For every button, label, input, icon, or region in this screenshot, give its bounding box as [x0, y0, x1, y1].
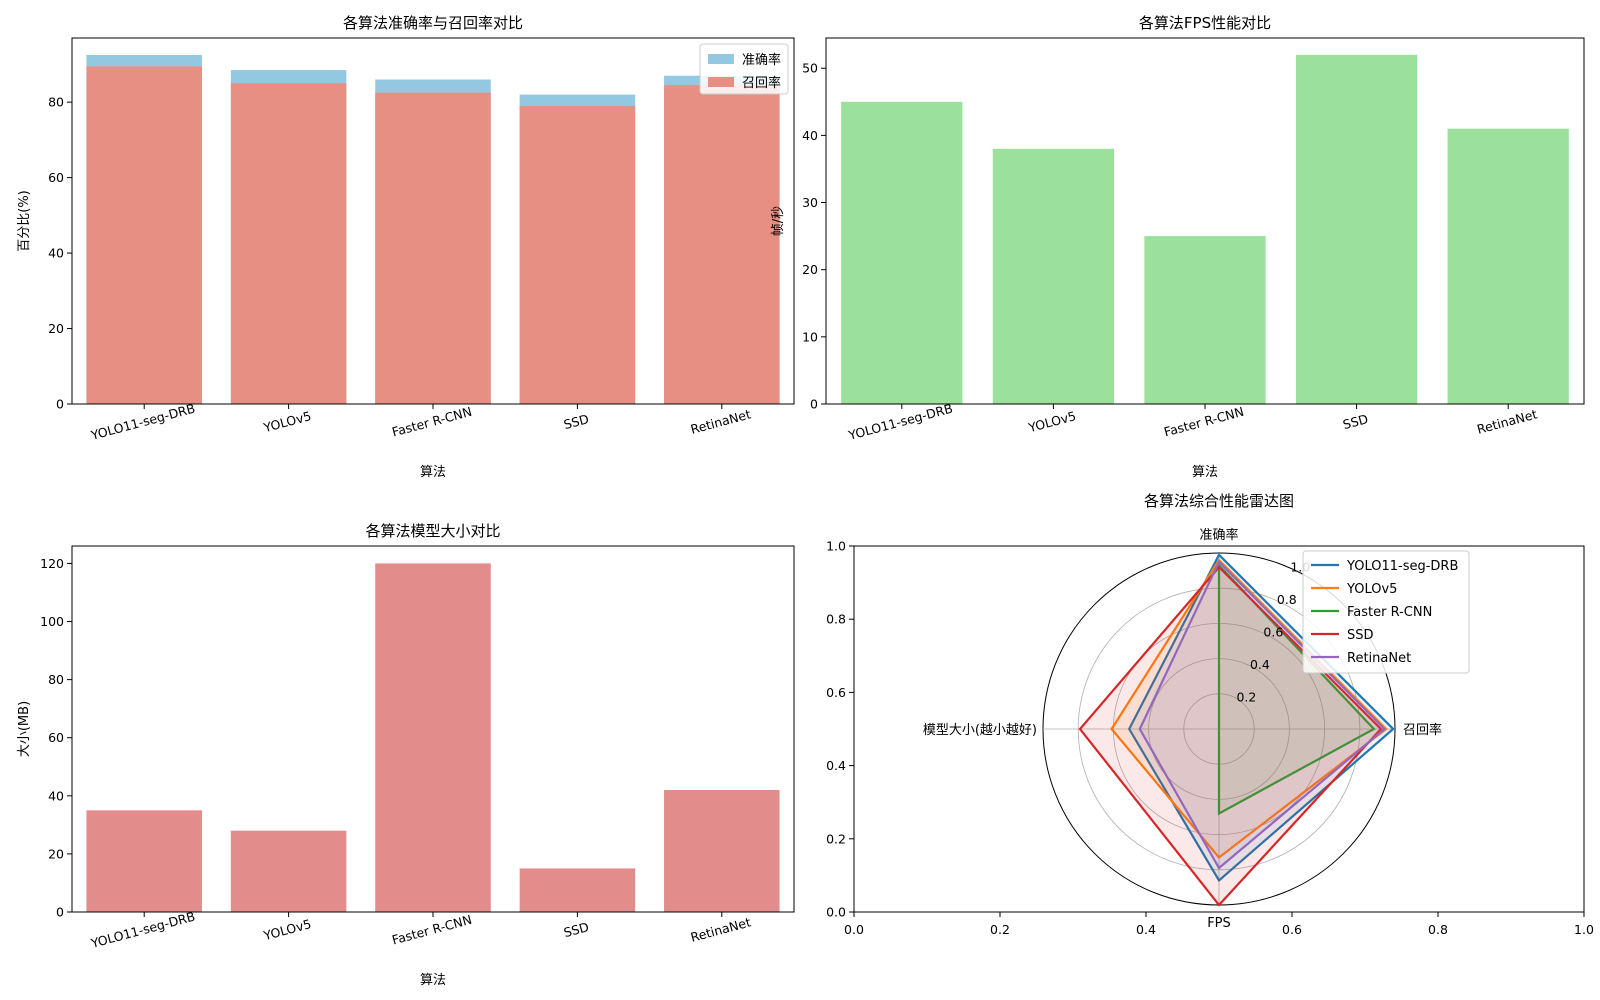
size-ytick-label: 100	[40, 614, 64, 629]
acc_recall-xtick-label: YOLOv5	[261, 408, 313, 435]
radar-legend-label-4: RetinaNet	[1347, 651, 1411, 666]
acc_recall-ytick-label: 40	[48, 246, 64, 261]
radar-frame	[853, 545, 1585, 913]
fps-title: 各算法FPS性能对比	[1139, 14, 1271, 32]
size-ytick-label: 40	[48, 788, 64, 803]
acc_recall-bar-1-0	[86, 66, 202, 405]
radar-frame-ytick-label: 0.6	[826, 685, 846, 700]
acc_recall-ytick-label: 80	[48, 95, 64, 110]
size-xtick-label: SSD	[562, 919, 591, 940]
acc_recall-ylabel: 百分比(%)	[17, 190, 32, 252]
radar-frame-xtick-label: 0.8	[1428, 922, 1448, 937]
fps-xtick-label: SSD	[1341, 411, 1370, 432]
size-xtick-label: RetinaNet	[689, 914, 753, 944]
fps-bar-0-2	[1144, 236, 1266, 404]
radar-chart: 0.0 0.0 0.2 0.2 0.4 0.4 0.6 0.6 0.8 0.8 1.0 1.0 各算法综…	[826, 492, 1594, 937]
radar-rtick-label: 0.2	[1236, 689, 1256, 704]
radar-legend-label-1: YOLOv5	[1346, 582, 1397, 597]
size-xtick-label: YOLO11-seg-DRB	[88, 909, 196, 951]
radar-legend-label-2: Faster R-CNN	[1347, 605, 1432, 620]
radar-frame-xtick-label: 1.0	[1574, 922, 1594, 937]
acc_recall-ytick-label: 0	[56, 397, 64, 412]
size-bar-0-0	[86, 810, 202, 912]
radar-frame-ytick-label: 0.8	[826, 612, 846, 627]
radar-frame-ytick-label: 0.2	[826, 831, 846, 846]
fps-xtick-label: Faster R-CNN	[1162, 404, 1245, 440]
acc_recall-legend-label-0: 准确率	[742, 52, 781, 68]
radar-axis-label-0: 准确率	[1199, 527, 1238, 543]
fps-xlabel: 算法	[1192, 465, 1218, 480]
size-bar-0-1	[230, 830, 347, 912]
acc_recall-xtick-label: Faster R-CNN	[390, 404, 473, 440]
fps-ytick-label: 10	[802, 329, 818, 344]
fps-bar-0-1	[992, 148, 1115, 404]
size-xtick-label: YOLOv5	[261, 916, 313, 943]
size-ytick-label: 20	[48, 846, 64, 861]
fps-xtick-label: YOLOv5	[1026, 408, 1078, 435]
acc_recall-xtick-label: YOLO11-seg-DRB	[88, 401, 196, 443]
radar-series-2	[1217, 562, 1376, 816]
size-ytick-label: 120	[40, 556, 64, 571]
size-title: 各算法模型大小对比	[365, 522, 500, 540]
fps-ytick-label: 0	[810, 397, 818, 412]
fps-xtick-label: RetinaNet	[1475, 406, 1539, 436]
radar-axis-label-1: 召回率	[1403, 722, 1442, 738]
size-xtick-label: Faster R-CNN	[390, 912, 473, 948]
radar-legend-label-0: YOLO11-seg-DRB	[1346, 559, 1458, 574]
acc_recall-bar-1-1	[230, 83, 347, 404]
acc_recall-bar-1-3	[519, 105, 636, 404]
acc_recall-bar-1-4	[664, 85, 780, 404]
size-ytick-label: 60	[48, 730, 64, 745]
radar-series-3	[1078, 565, 1383, 907]
fps-ylabel: 帧/秒	[771, 206, 786, 236]
acc_recall-xtick-label: SSD	[562, 411, 591, 432]
radar-frame-ytick-label: 0.0	[826, 905, 846, 920]
fps-bar-0-0	[841, 101, 963, 405]
size-ytick-label: 80	[48, 672, 64, 687]
size-xlabel: 算法	[420, 973, 446, 988]
fps-xtick-label: YOLO11-seg-DRB	[846, 401, 954, 443]
radar-frame-ytick-label: 0.4	[826, 758, 846, 773]
size-bar-0-4	[664, 790, 780, 912]
radar-legend-label-3: SSD	[1347, 628, 1374, 643]
radar-frame-ytick-label: 1.0	[826, 539, 846, 554]
acc_recall-chart: 各算法准确率与召回率对比 0 20 40 60 80 YOLO11-seg-DRB YOLOv…	[17, 14, 795, 480]
fps-ytick-label: 30	[802, 195, 818, 210]
acc_recall-bar-1-2	[375, 92, 491, 405]
radar-axis-label-3: 模型大小(越小越好)	[923, 723, 1037, 738]
acc_recall-legend-label-1: 召回率	[742, 75, 781, 91]
acc_recall-xtick-label: RetinaNet	[689, 406, 753, 436]
fps-bar-0-3	[1295, 54, 1418, 404]
acc_recall-ytick-label: 20	[48, 321, 64, 336]
size-ylabel: 大小(MB)	[17, 701, 32, 757]
radar-rtick-label: 0.4	[1250, 657, 1270, 672]
radar-title: 各算法综合性能雷达图	[1144, 492, 1294, 510]
acc_recall-legend-swatch-0	[708, 54, 734, 64]
radar-frame-xtick-label: 0.4	[1136, 922, 1156, 937]
acc_recall-title: 各算法准确率与召回率对比	[343, 14, 523, 32]
radar-frame-xtick-label: 0.6	[1282, 922, 1302, 937]
fps-ytick-label: 50	[802, 61, 818, 76]
size-chart: 各算法模型大小对比 0 20 40 60 80 100 120 YOLO11-seg-DRB YO…	[17, 522, 795, 988]
radar-rtick-label: 0.8	[1277, 592, 1297, 607]
acc_recall-xlabel: 算法	[420, 465, 446, 480]
radar-rtick-label: 0.6	[1263, 624, 1283, 639]
size-bar-0-2	[375, 563, 491, 912]
acc_recall-ytick-label: 60	[48, 170, 64, 185]
size-bar-0-3	[519, 868, 636, 912]
radar-legend-box	[1302, 550, 1470, 674]
fps-bar-0-4	[1447, 128, 1569, 404]
fps-chart: 各算法FPS性能对比 0 10 20 30 40 50 YOLO11-seg-DRB YOLOv…	[771, 14, 1585, 480]
fps-ytick-label: 20	[802, 262, 818, 277]
acc_recall-legend-swatch-1	[708, 77, 734, 87]
fps-ytick-label: 40	[802, 128, 818, 143]
radar-frame-xtick-label: 0.0	[844, 922, 864, 937]
radar-frame-xtick-label: 0.2	[990, 922, 1010, 937]
radar-axis-label-2: FPS	[1207, 916, 1231, 931]
size-ytick-label: 0	[56, 905, 64, 920]
